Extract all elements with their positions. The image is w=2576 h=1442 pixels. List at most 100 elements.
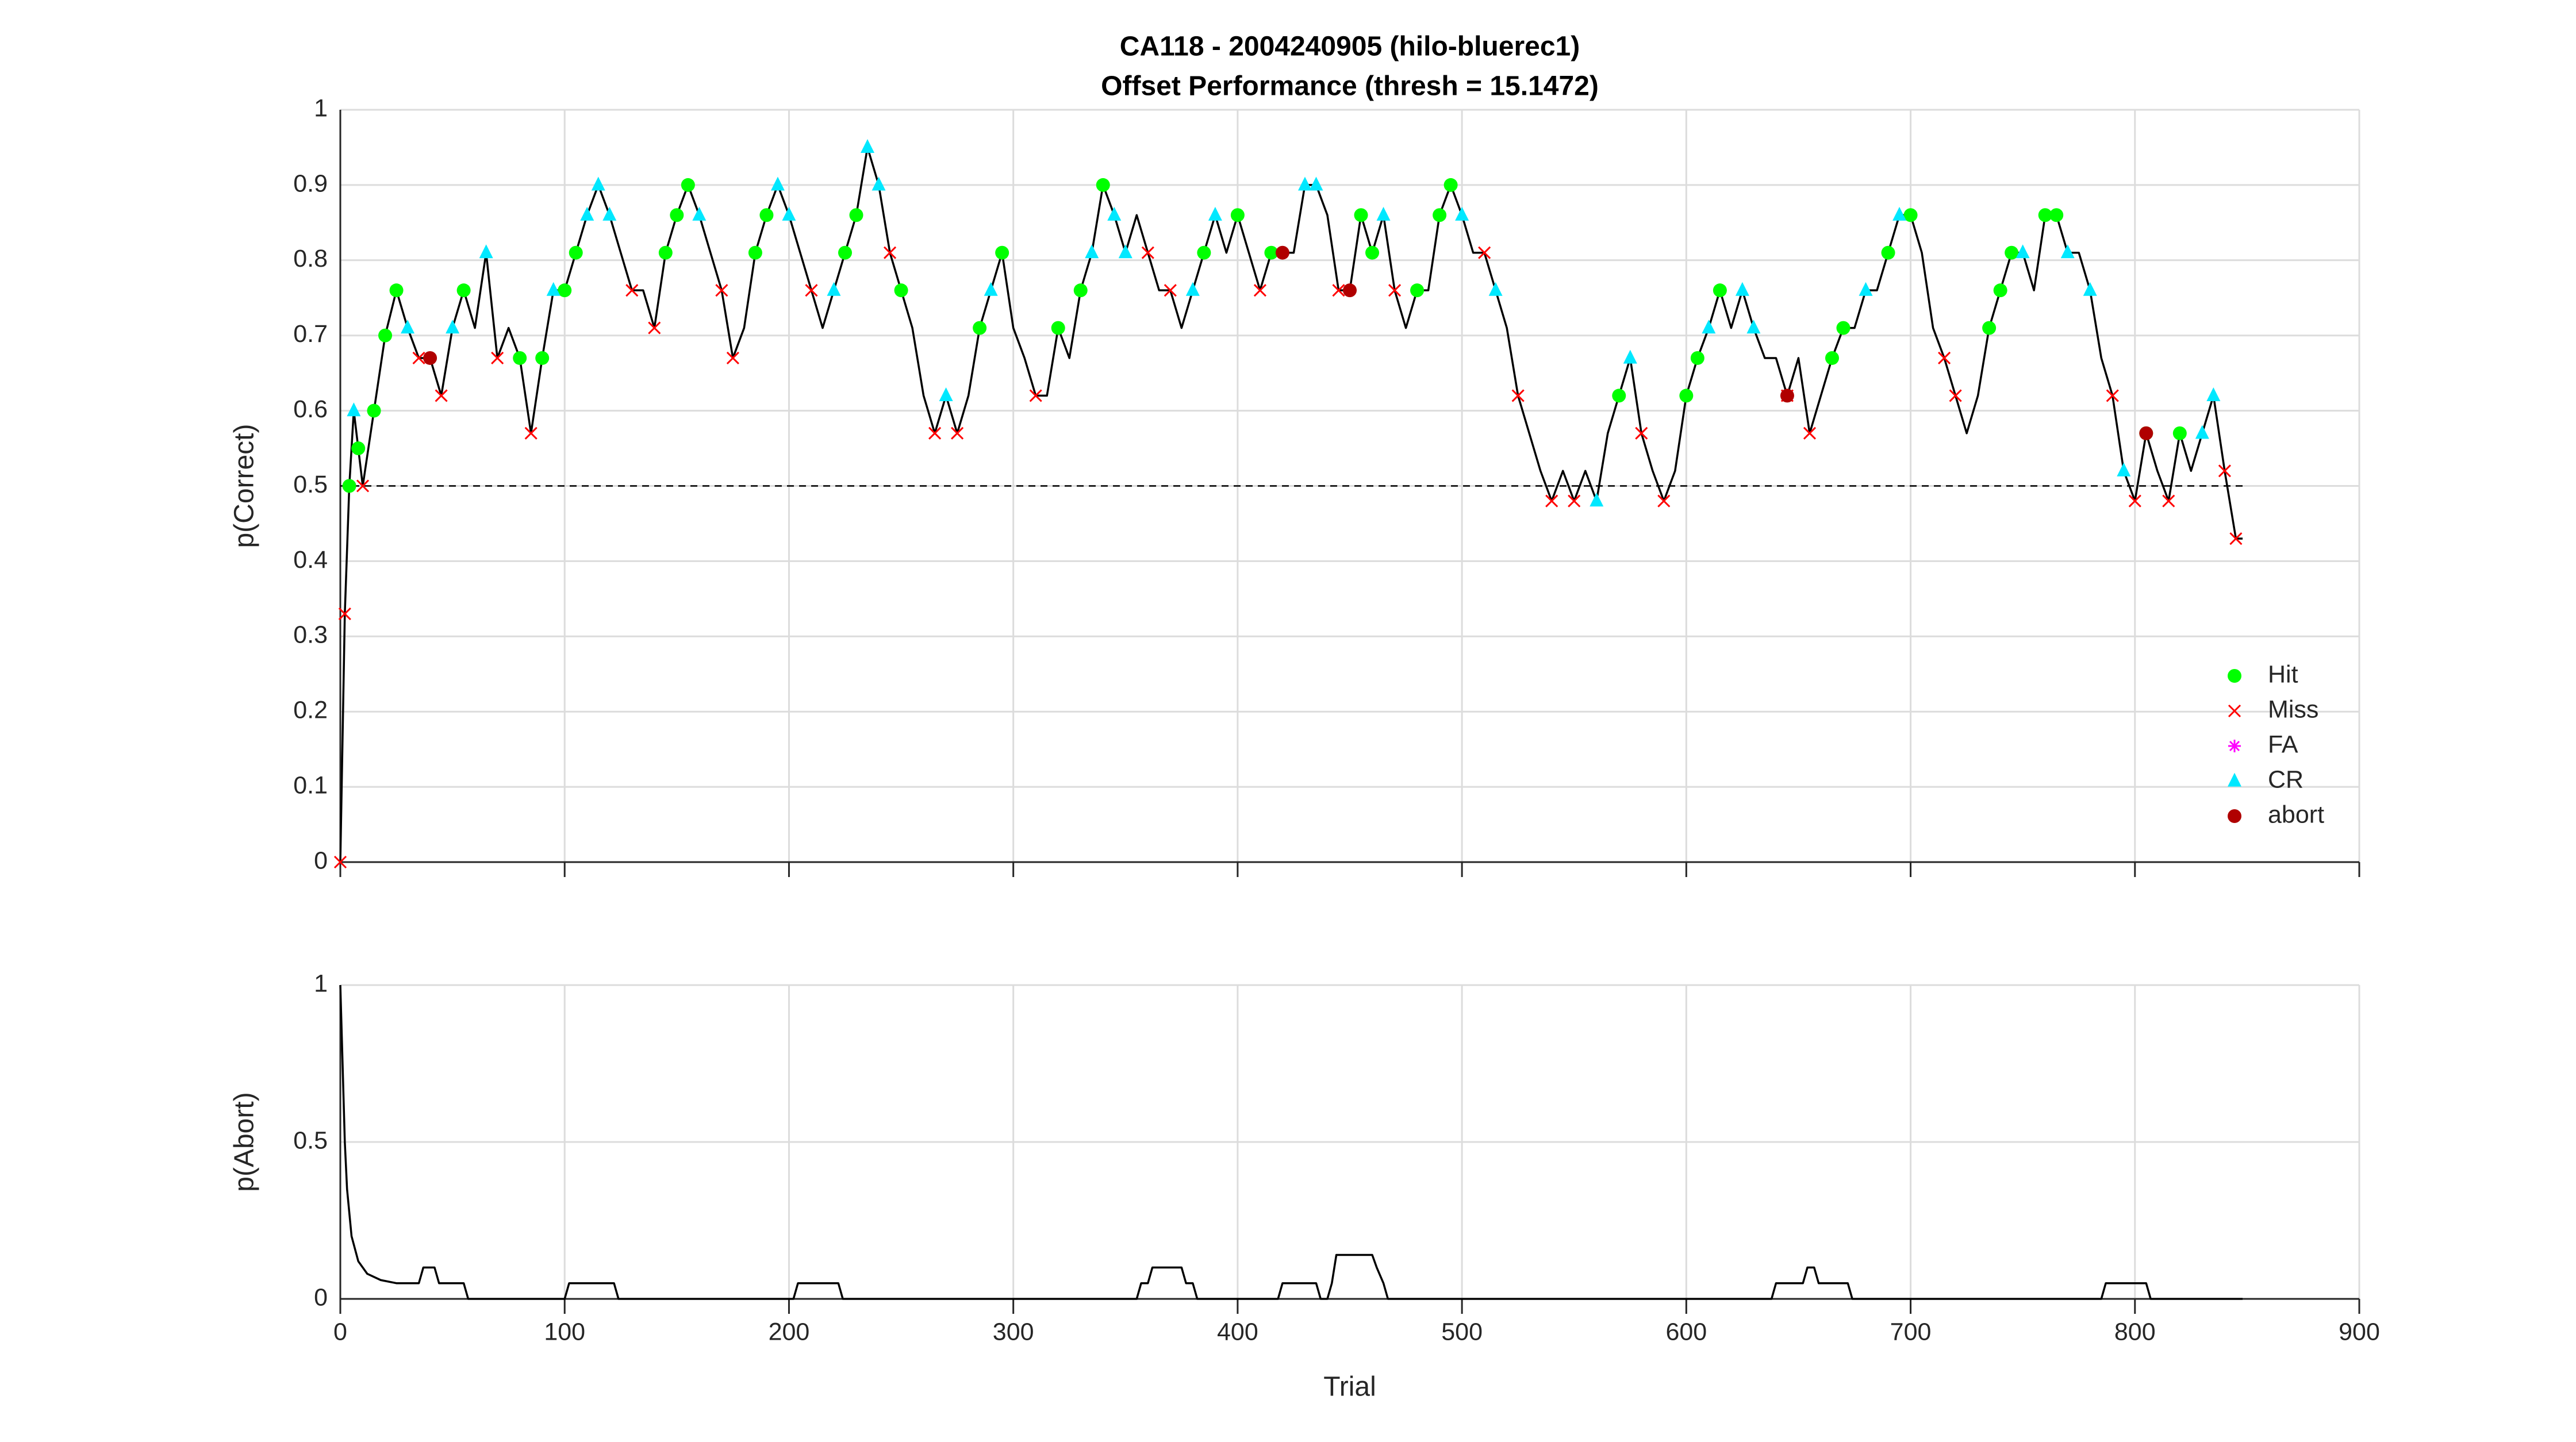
y-tick-label: 0.2	[293, 697, 328, 724]
marker	[1836, 321, 1851, 335]
legend-marker	[2228, 809, 2241, 823]
marker	[338, 607, 351, 621]
marker	[1803, 426, 1817, 440]
marker	[1825, 351, 1839, 365]
marker	[1545, 494, 1558, 507]
marker	[1410, 283, 1425, 298]
marker	[1388, 284, 1402, 297]
marker	[692, 206, 707, 221]
marker	[2117, 462, 2131, 476]
x-tick-label: 800	[2114, 1318, 2156, 1345]
marker	[625, 284, 639, 297]
marker	[2218, 464, 2231, 478]
y-tick-label: 0.1	[293, 771, 328, 799]
marker	[401, 320, 415, 334]
marker	[1197, 245, 1211, 260]
y-tick-label: 1	[314, 94, 328, 122]
marker	[872, 176, 886, 191]
chart-title: CA118 - 2004240905 (hilo-bluerec1)	[1120, 32, 1580, 62]
marker	[1085, 244, 1099, 259]
marker	[827, 282, 841, 296]
marker	[1949, 389, 1962, 402]
marker	[558, 283, 572, 298]
legend-marker	[2228, 740, 2241, 752]
marker	[1332, 284, 1345, 297]
marker	[412, 351, 425, 365]
marker	[2206, 387, 2221, 402]
marker	[849, 208, 863, 222]
marker	[1478, 246, 1491, 259]
x-tick-label: 600	[1665, 1318, 1707, 1345]
x-tick-label: 0	[333, 1318, 347, 1345]
marker	[1679, 389, 1694, 403]
marker	[347, 402, 361, 417]
marker	[1690, 351, 1704, 365]
marker	[1107, 206, 1122, 221]
y-tick-label: 0.9	[293, 170, 328, 197]
marker	[726, 351, 739, 365]
marker	[2195, 425, 2209, 439]
marker	[1982, 321, 1997, 335]
marker	[1657, 494, 1671, 507]
marker	[1264, 245, 1279, 260]
y-tick-label: 0	[314, 1283, 328, 1311]
marker	[1780, 389, 1794, 403]
y-tick-label: 0	[314, 847, 328, 874]
marker	[1993, 283, 2007, 298]
y-axis-label: p(Abort)	[229, 1092, 260, 1191]
marker	[546, 282, 560, 296]
legend-label: CR	[2268, 766, 2304, 793]
marker	[770, 176, 785, 191]
x-tick-label: 400	[1217, 1318, 1258, 1345]
marker	[1903, 208, 1918, 222]
x-axis-label: Trial	[1323, 1372, 1376, 1402]
marker	[1881, 245, 1895, 260]
marker	[342, 479, 356, 493]
y-tick-label: 0.6	[293, 395, 328, 423]
legend-label: Miss	[2268, 695, 2318, 723]
marker	[1735, 282, 1749, 296]
y-tick-label: 0.8	[293, 245, 328, 272]
marker	[2083, 282, 2097, 296]
marker	[1185, 282, 1200, 296]
marker	[1253, 284, 1266, 297]
marker	[748, 245, 762, 260]
marker	[1051, 321, 1065, 335]
marker	[2106, 389, 2119, 402]
marker	[535, 351, 550, 365]
marker	[1354, 208, 1368, 222]
marker	[861, 139, 875, 153]
marker	[602, 206, 617, 221]
marker	[2128, 494, 2141, 507]
marker	[2016, 244, 2030, 259]
marker	[928, 426, 942, 440]
marker	[681, 178, 695, 192]
marker	[782, 206, 796, 221]
marker	[2005, 245, 2019, 260]
legend-label: abort	[2268, 801, 2324, 828]
marker	[1892, 206, 1907, 221]
marker	[351, 441, 366, 456]
marker	[1455, 206, 1469, 221]
y-tick-label: 0.5	[293, 471, 328, 498]
marker	[1365, 245, 1380, 260]
marker	[1713, 283, 1727, 298]
marker	[1096, 178, 1110, 192]
marker	[805, 284, 818, 297]
marker	[513, 351, 527, 365]
marker	[491, 351, 504, 365]
marker	[838, 245, 852, 260]
x-tick-label: 200	[769, 1318, 810, 1345]
marker	[973, 321, 987, 335]
marker	[1612, 389, 1626, 403]
data-line	[339, 985, 2243, 1300]
marker	[524, 426, 538, 440]
x-tick-label: 900	[2339, 1318, 2380, 1345]
marker	[1590, 493, 1604, 507]
marker	[1343, 283, 1357, 298]
marker	[435, 389, 448, 402]
y-tick-label: 0.4	[293, 546, 328, 574]
x-tick-label: 500	[1441, 1318, 1483, 1345]
marker	[2049, 208, 2064, 222]
